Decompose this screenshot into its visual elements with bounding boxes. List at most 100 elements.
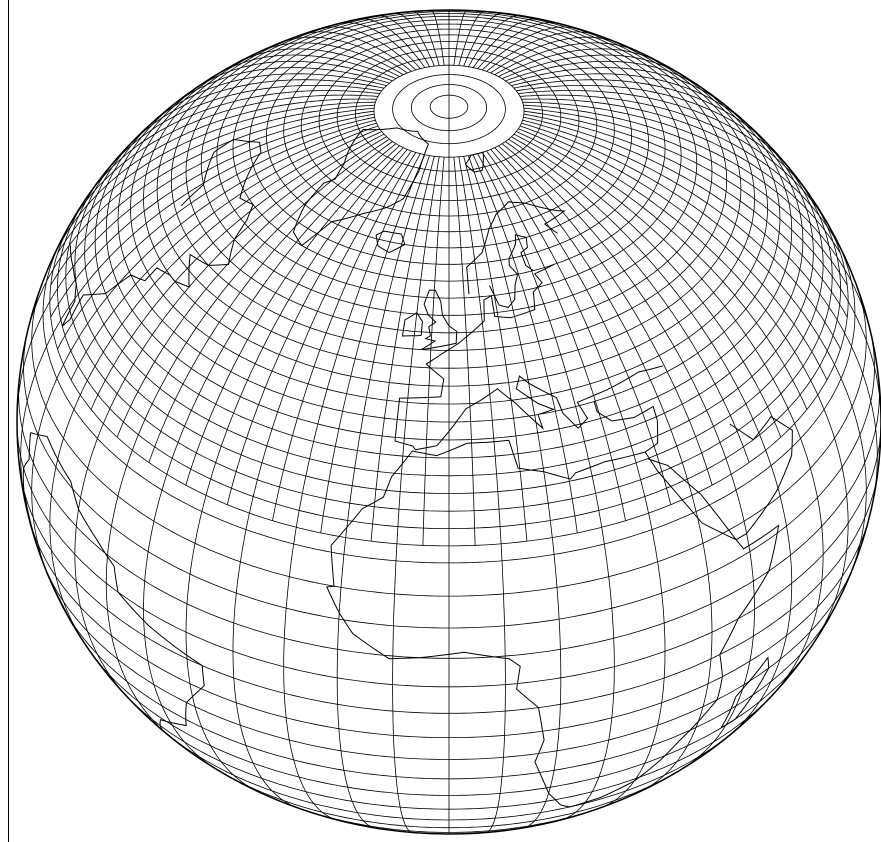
meridian xyxy=(194,60,393,90)
coastline xyxy=(464,151,484,173)
meridian xyxy=(523,104,846,270)
meridian xyxy=(185,145,400,486)
meridian xyxy=(458,156,502,544)
coastlines xyxy=(22,127,793,808)
coastline xyxy=(61,138,262,327)
coastline xyxy=(489,234,534,308)
meridian xyxy=(458,11,486,66)
meridian xyxy=(396,156,440,544)
meridian xyxy=(103,133,385,424)
meridian xyxy=(57,119,376,350)
meridian xyxy=(283,527,338,821)
meridian xyxy=(494,147,693,496)
coastline xyxy=(394,365,664,451)
meridian xyxy=(205,147,404,496)
meridian xyxy=(844,333,878,503)
meridian xyxy=(519,125,828,381)
meridian xyxy=(508,67,727,107)
meridian xyxy=(468,15,522,68)
meridian xyxy=(318,26,417,71)
meridian xyxy=(486,150,649,514)
meridian xyxy=(50,107,375,286)
meridian xyxy=(453,157,476,546)
meridian xyxy=(771,423,824,697)
meridian xyxy=(74,423,127,697)
meridian xyxy=(338,22,421,69)
meridian xyxy=(521,122,835,365)
meridian xyxy=(422,157,445,546)
meridian xyxy=(834,364,867,580)
meridian xyxy=(345,155,430,538)
meridian xyxy=(490,36,619,74)
meridian xyxy=(519,94,828,223)
meridian xyxy=(516,131,808,410)
coastline xyxy=(375,230,406,254)
meridian xyxy=(258,42,404,76)
meridian xyxy=(727,450,793,737)
meridian xyxy=(501,143,732,475)
meridian xyxy=(86,90,380,198)
graticule xyxy=(16,9,881,834)
meridian xyxy=(320,154,426,533)
meridian xyxy=(453,10,468,66)
meridian xyxy=(508,138,766,451)
meridian xyxy=(279,36,408,74)
meridian xyxy=(143,474,216,769)
meridian xyxy=(523,107,848,286)
meridian xyxy=(336,537,376,829)
meridian xyxy=(70,94,379,223)
meridian xyxy=(494,42,640,76)
meridian xyxy=(463,156,528,542)
meridian xyxy=(522,119,841,350)
meridian xyxy=(394,12,435,67)
meridian xyxy=(298,31,412,72)
meridian xyxy=(226,149,408,505)
meridian xyxy=(682,474,755,769)
meridian xyxy=(31,364,64,580)
meridian xyxy=(511,73,748,124)
meridian xyxy=(70,125,379,381)
coastline xyxy=(466,201,566,295)
meridian xyxy=(20,333,54,503)
coastline xyxy=(401,312,424,337)
meridian xyxy=(468,155,553,538)
meridian xyxy=(501,54,682,80)
meridian xyxy=(600,513,666,809)
meridian xyxy=(486,31,600,72)
meridian xyxy=(50,113,375,318)
coastline xyxy=(720,656,770,729)
coastline xyxy=(292,127,429,247)
meridian xyxy=(295,153,421,528)
meridian xyxy=(522,101,841,254)
meridian xyxy=(472,154,578,533)
meridian xyxy=(63,122,377,365)
meridian xyxy=(232,513,298,809)
meridian xyxy=(52,116,375,334)
meridian xyxy=(148,141,393,463)
meridian xyxy=(463,12,504,67)
meridian xyxy=(521,98,835,239)
meridian xyxy=(511,136,782,438)
meridian xyxy=(498,145,713,486)
meridian xyxy=(481,26,580,71)
meridian xyxy=(128,79,385,147)
coastline xyxy=(326,439,780,808)
meridian xyxy=(513,133,795,424)
meridian xyxy=(498,48,661,77)
meridian xyxy=(132,138,390,451)
meridian xyxy=(490,149,672,505)
meridian xyxy=(79,128,380,396)
meridian xyxy=(171,67,390,107)
meridian xyxy=(376,15,430,68)
meridian xyxy=(49,110,375,302)
meridian xyxy=(106,85,382,171)
coastline xyxy=(647,416,793,541)
coastline xyxy=(593,401,659,453)
meridian xyxy=(523,113,848,318)
meridian xyxy=(522,537,562,829)
meridian xyxy=(49,394,87,646)
meridian xyxy=(505,141,750,463)
meridian xyxy=(356,18,426,68)
